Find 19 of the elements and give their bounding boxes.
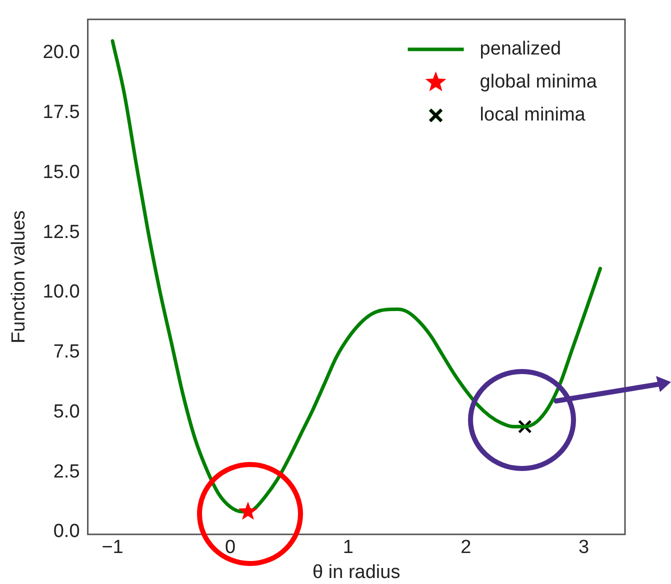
x-axis-title: θ in radius	[312, 562, 400, 583]
y-tick-label: 20.0	[42, 42, 80, 64]
y-tick-label: 5.0	[53, 401, 80, 422]
x-tick-label: 2	[460, 537, 472, 558]
y-tick-label: 7.5	[53, 342, 80, 363]
legend-label: penalized	[480, 38, 562, 60]
y-tick-label: 17.5	[42, 102, 80, 124]
y-tick-label: 2.5	[53, 461, 80, 482]
x-tick-label: 0	[225, 537, 236, 558]
y-axis-title: Function values	[8, 210, 30, 344]
legend-label: global minima	[480, 72, 598, 93]
y-tick-label: 15.0	[42, 162, 80, 183]
x-tick-label: −1	[102, 537, 124, 558]
legend-label: local minima	[480, 104, 586, 126]
y-tick-label: 12.5	[42, 222, 80, 243]
x-tick-label: 3	[578, 537, 590, 558]
y-tick-label: 0.0	[53, 521, 80, 542]
y-tick-label: 10.0	[42, 282, 80, 303]
x-tick-label: 1	[342, 537, 354, 558]
